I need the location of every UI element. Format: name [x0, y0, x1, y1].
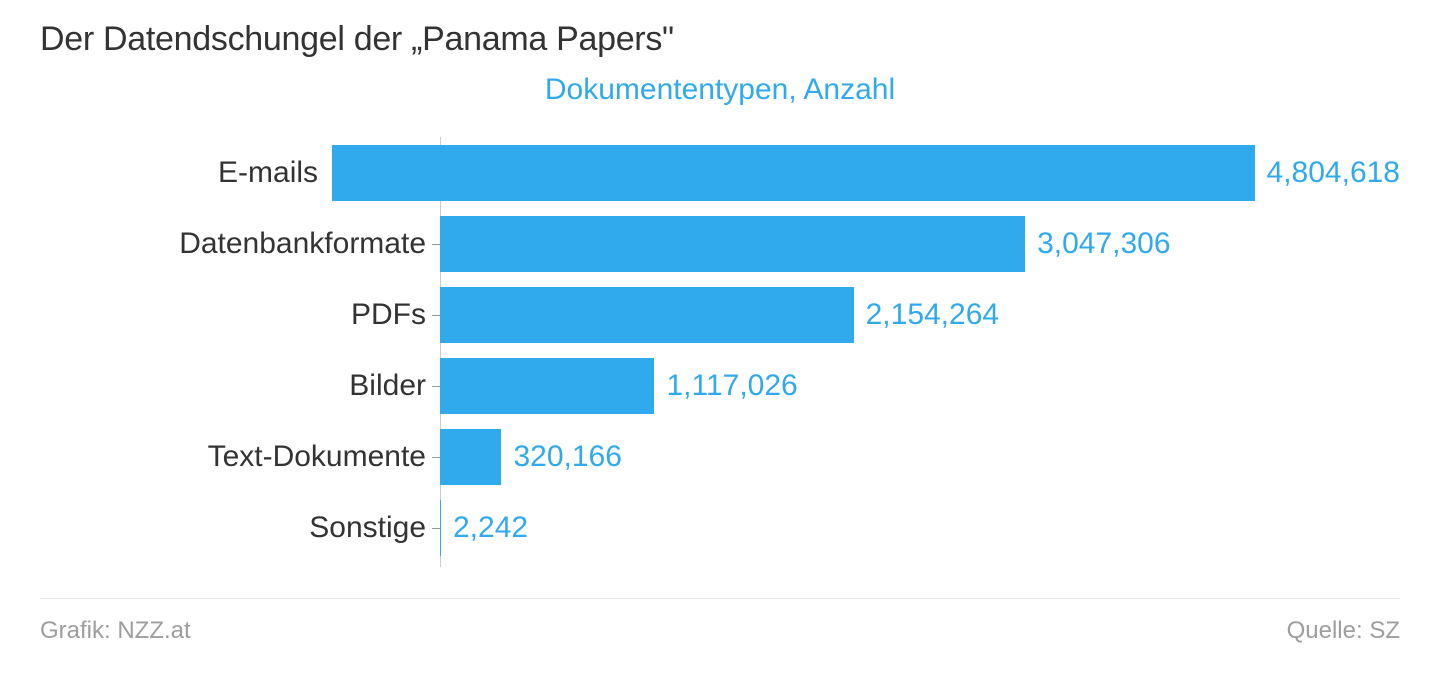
- category-label: PDFs: [40, 298, 440, 332]
- bar-wrap: 320,166: [440, 421, 1400, 492]
- axis-tick: [432, 315, 440, 316]
- bar-row: Bilder 1,117,026: [40, 350, 1400, 421]
- value-label: 3,047,306: [1037, 227, 1170, 261]
- chart-footer: Grafik: NZZ.at Quelle: SZ: [40, 598, 1400, 645]
- category-label: Text-Dokumente: [40, 440, 440, 474]
- category-label: Sonstige: [40, 511, 440, 545]
- bar: [440, 216, 1025, 272]
- bar: [440, 429, 501, 485]
- category-label: E-mails: [40, 156, 332, 190]
- category-label: Bilder: [40, 369, 440, 403]
- value-label: 1,117,026: [666, 369, 797, 403]
- bar: [332, 145, 1254, 201]
- category-label: Datenbankformate: [40, 227, 440, 261]
- bar: [440, 287, 854, 343]
- bar: [440, 358, 654, 414]
- bar: [440, 500, 441, 556]
- bar-wrap: 3,047,306: [440, 208, 1400, 279]
- bar-row: Sonstige 2,242: [40, 492, 1400, 563]
- axis-tick: [432, 244, 440, 245]
- bar-row: Text-Dokumente 320,166: [40, 421, 1400, 492]
- axis-tick: [432, 528, 440, 529]
- chart-subtitle: Dokumententypen, Anzahl: [40, 73, 1400, 107]
- bar-row: E-mails 4,804,618: [40, 137, 1400, 208]
- bar-wrap: 2,154,264: [440, 279, 1400, 350]
- footer-source: Quelle: SZ: [1287, 617, 1400, 645]
- bar-wrap: 2,242: [440, 492, 1400, 563]
- value-label: 4,804,618: [1267, 156, 1400, 190]
- bar-wrap: 1,117,026: [440, 350, 1400, 421]
- bar-row: PDFs 2,154,264: [40, 279, 1400, 350]
- chart-plot-area: E-mails 4,804,618 Datenbankformate 3,047,30…: [40, 137, 1400, 567]
- value-label: 320,166: [513, 440, 621, 474]
- axis-tick: [432, 386, 440, 387]
- value-label: 2,154,264: [866, 298, 999, 332]
- chart-title: Der Datendschungel der „Panama Papers": [40, 20, 1400, 59]
- axis-tick: [432, 457, 440, 458]
- bar-wrap: 4,804,618: [332, 137, 1400, 208]
- footer-credit: Grafik: NZZ.at: [40, 617, 191, 645]
- value-label: 2,242: [453, 511, 528, 545]
- bar-row: Datenbankformate 3,047,306: [40, 208, 1400, 279]
